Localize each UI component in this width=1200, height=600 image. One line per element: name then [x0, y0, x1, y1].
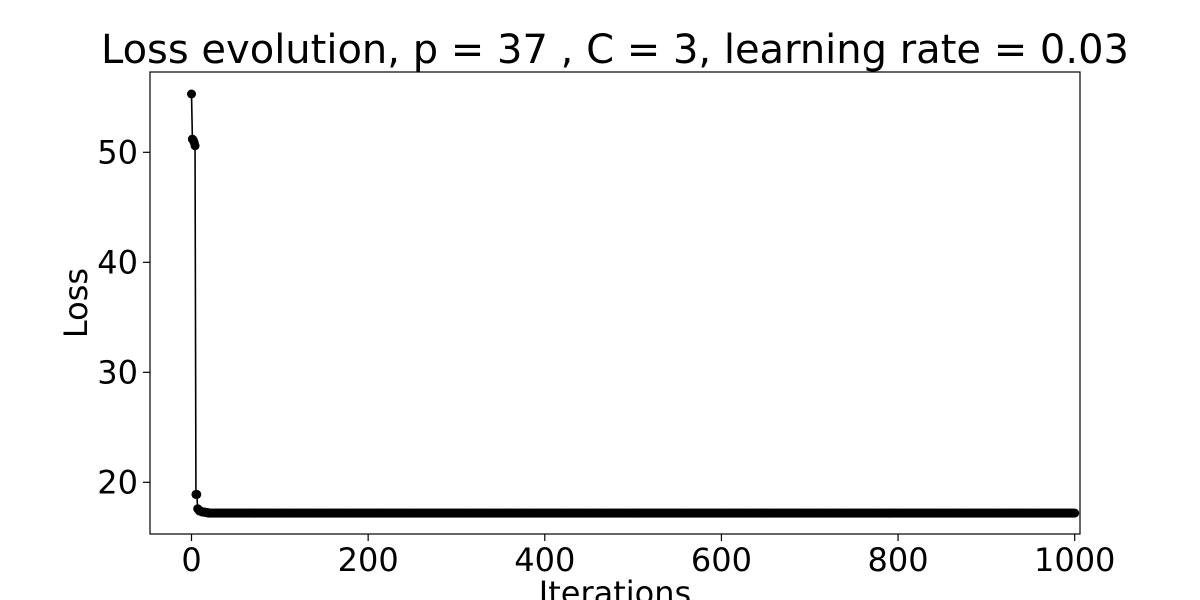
x-tick-label: 1000: [1034, 541, 1115, 579]
series-layer: [187, 89, 1080, 518]
y-tick-label: 50: [97, 133, 138, 171]
plot-area: [149, 71, 1081, 535]
x-axis-label: Iterations: [539, 574, 691, 600]
x-tick-label: 200: [338, 541, 399, 579]
x-axis-ticks: 0 200 400 600 800 1000: [181, 534, 1115, 579]
loss-point: [1070, 508, 1080, 518]
loss-point: [192, 489, 202, 499]
y-axis-label: Loss: [57, 268, 95, 338]
x-tick-label: 800: [868, 541, 929, 579]
loss-point: [187, 89, 197, 99]
loss-point: [190, 141, 200, 151]
y-tick-label: 30: [97, 353, 138, 391]
y-axis-ticks: 20 30 40 50: [97, 133, 150, 501]
x-tick-label: 400: [514, 541, 575, 579]
x-tick-label: 600: [691, 541, 752, 579]
chart-title: Loss evolution, p = 37 , C = 3, learning…: [101, 27, 1129, 73]
loss-line: [190, 93, 1075, 514]
x-tick-label: 0: [181, 541, 201, 579]
y-tick-label: 40: [97, 243, 138, 281]
y-tick-label: 20: [97, 463, 138, 501]
